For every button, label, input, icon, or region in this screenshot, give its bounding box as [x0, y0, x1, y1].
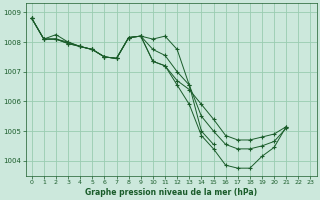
X-axis label: Graphe pression niveau de la mer (hPa): Graphe pression niveau de la mer (hPa) — [85, 188, 257, 197]
